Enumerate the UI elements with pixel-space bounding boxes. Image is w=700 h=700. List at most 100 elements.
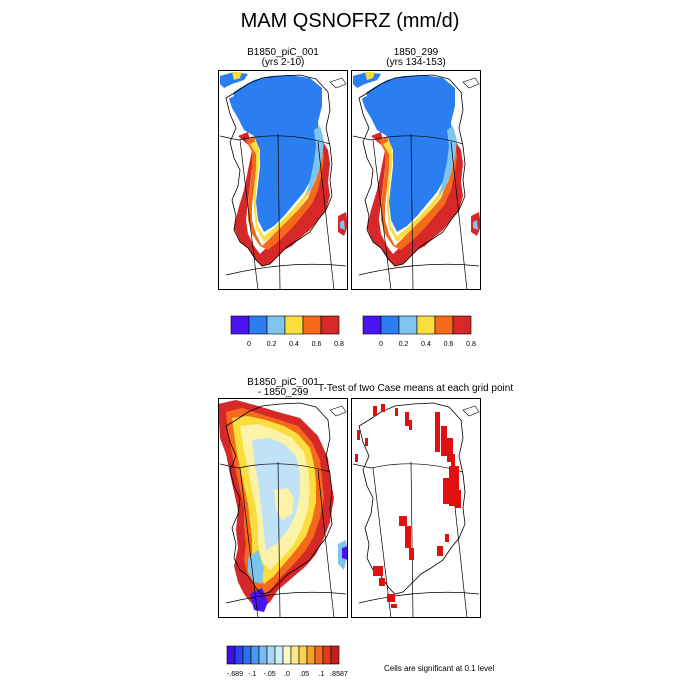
map-case2-north-yellow	[365, 72, 375, 80]
map-case1-region-low-shape	[228, 75, 322, 232]
significant-cell	[409, 420, 412, 430]
map-case2-region-low-mid	[439, 126, 457, 196]
significant-cell	[405, 526, 411, 548]
map-panel-diff	[218, 398, 348, 618]
map-diff-fields	[218, 400, 348, 612]
significant-cell	[391, 604, 397, 608]
map-case2-east-island-light	[473, 220, 478, 230]
significant-cell	[387, 594, 395, 602]
map-diff-center-patch	[274, 488, 294, 520]
meridian-line	[219, 463, 239, 469]
map-panel-case1	[218, 70, 348, 290]
map-case1-east-island-light	[340, 220, 345, 230]
colorbar-case2-tick-label: 0.6	[444, 341, 454, 348]
significant-cell	[399, 516, 407, 526]
map-case1-north-white	[224, 88, 234, 100]
colorbar-case1-tick-label: 0.2	[267, 341, 277, 348]
panel-title-case2-line1: 1850_299	[393, 47, 439, 58]
meridian-line	[317, 469, 335, 618]
map-case1-east-island-light-shape	[340, 220, 345, 230]
parallel-line	[358, 591, 480, 604]
map-ttest-significant-cells	[355, 404, 461, 608]
colorbar-diff-tick-label: .8587	[330, 671, 348, 678]
island-outline	[462, 77, 480, 89]
colorbar-case2-swatch	[434, 315, 454, 335]
map-case1-region-low-mid-shape	[306, 126, 324, 196]
figure-title: MAM QSNOFRZ (mm/d)	[240, 10, 460, 32]
colorbar-diff-swatch	[298, 645, 308, 665]
panel-title-diff: B1850_piC_001 - 1850_299	[218, 378, 348, 398]
meridian-line	[410, 133, 414, 290]
parallel-line	[237, 463, 331, 473]
map-diff-coastline	[225, 402, 333, 595]
map-panel-case2	[351, 70, 481, 290]
colorbar-case2-tick-label: 0	[379, 341, 383, 348]
map-case2-frame	[351, 70, 481, 290]
map-case1-region-high-shape	[234, 132, 330, 266]
colorbar-diff-tick-label: -.1	[248, 671, 256, 678]
panel-title-ttest: T-Test of two Case means at each grid po…	[318, 383, 514, 394]
parallel-line	[370, 135, 464, 145]
parallel-line	[225, 263, 347, 276]
colorbar-case1-swatch	[320, 315, 340, 335]
map-diff-center-patch-shape	[274, 488, 294, 520]
significant-cell	[451, 454, 455, 468]
colorbar-diff-swatch	[306, 645, 316, 665]
colorbar-case1: 0 0.2 0.4 0.6 0.8	[230, 315, 344, 348]
significance-note: Cells are significant at 0.1 level	[384, 664, 495, 673]
colorbar-diff-swatch	[234, 645, 244, 665]
map-case1-north-yellow-shape	[232, 72, 242, 80]
significant-cell	[447, 438, 453, 462]
colorbar-case1-swatch	[248, 315, 268, 335]
significant-cell	[443, 478, 451, 504]
significant-cell	[455, 490, 461, 508]
colorbar-diff-swatch	[330, 645, 340, 665]
meridian-line	[372, 467, 392, 618]
colorbar-case2-tick-label: 0.4	[421, 341, 431, 348]
panel-title-case1: B1850_piC_001 (yrs 2-10)	[218, 48, 348, 68]
panel-title-diff-line2: - 1850_299	[257, 387, 309, 398]
significant-cell	[373, 566, 383, 576]
significant-cell	[405, 412, 409, 426]
map-case1-fields	[220, 72, 348, 266]
colorbar-diff-tick-label: -.689	[227, 671, 243, 678]
colorbar-case2: 0 0.2 0.4 0.6 0.8	[362, 315, 476, 348]
parallel-line	[237, 135, 331, 145]
map-case2-fields	[353, 72, 481, 266]
colorbar-case1-tick-label: 0	[247, 341, 251, 348]
significant-cell	[449, 466, 459, 506]
meridian-line	[239, 139, 259, 290]
map-diff-east-island-purple	[342, 546, 348, 560]
colorbar-case1-tick-label: 0.4	[289, 341, 299, 348]
meridian-line	[219, 135, 239, 141]
map-case2-east-island-light-shape	[473, 220, 478, 230]
significant-cell	[365, 438, 368, 446]
parallel-line	[225, 591, 347, 604]
significant-cell	[441, 426, 447, 456]
colorbar-diff-swatch	[242, 645, 252, 665]
map-case2-region-low	[361, 75, 455, 232]
significant-cell	[409, 548, 414, 560]
map-case2-gridlines	[352, 133, 480, 290]
colorbar-case2-swatch	[416, 315, 436, 335]
map-diff-south-blue	[248, 550, 264, 584]
colorbar-case2-swatch	[452, 315, 472, 335]
meridian-line	[410, 461, 414, 618]
colorbar-diff-swatch	[282, 645, 292, 665]
meridian-line	[239, 467, 259, 618]
colorbar-diff-swatch	[322, 645, 332, 665]
colorbar-case1-swatch	[284, 315, 304, 335]
map-case1-gridlines	[219, 133, 347, 290]
meridian-line	[372, 139, 392, 290]
map-diff-east-island-purple-shape	[342, 546, 348, 560]
colorbar-diff-tick-label: -.05	[264, 671, 276, 678]
colorbar-diff: -.689 -.1 -.05 .0 .05 .1 .8587	[226, 645, 348, 678]
map-case2-region-high	[367, 132, 463, 266]
significant-cell	[395, 408, 398, 416]
panel-title-diff-line1: B1850_piC_001	[247, 377, 319, 388]
colorbar-diff-swatch	[314, 645, 324, 665]
map-case2-north-white	[357, 88, 367, 100]
colorbar-case2-swatch	[380, 315, 400, 335]
map-case1-region-high	[234, 132, 330, 266]
